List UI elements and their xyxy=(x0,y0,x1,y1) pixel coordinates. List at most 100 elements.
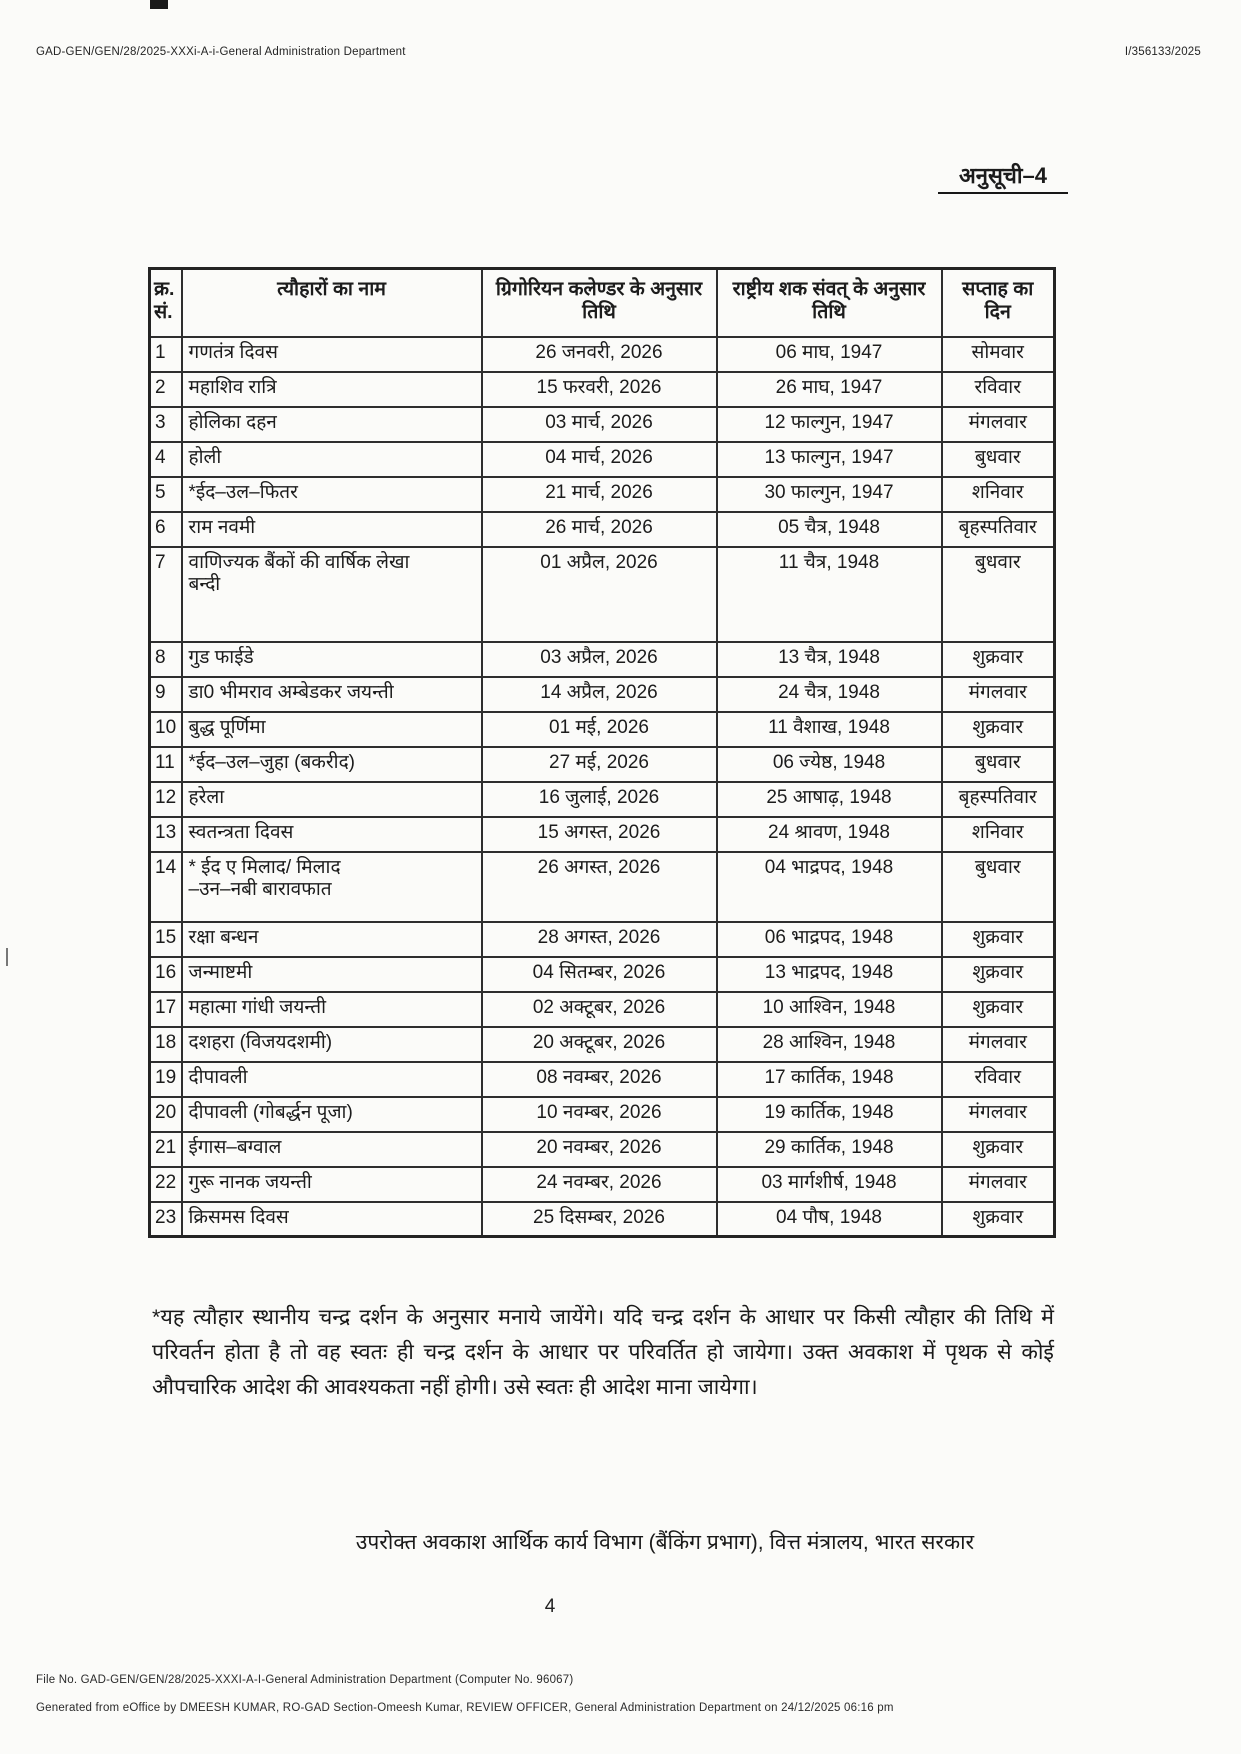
table-row: 12 हरेला 16 जुलाई, 2026 25 आषाढ़, 1948 ब… xyxy=(148,780,1056,818)
table-row: 19 दीपावली 08 नवम्बर, 2026 17 कार्तिक, 1… xyxy=(148,1060,1056,1098)
festival-name-cell: गुड फाईडे xyxy=(180,640,483,678)
table-row: 4 होली 04 मार्च, 2026 13 फाल्गुन, 1947 ब… xyxy=(148,440,1056,478)
gregorian-date-cell: 21 मार्च, 2026 xyxy=(480,475,718,513)
gregorian-date-cell: 14 अप्रैल, 2026 xyxy=(480,675,718,713)
shaka-date-cell: 04 पौष, 1948 xyxy=(715,1200,943,1238)
festival-name-cell: दीपावली xyxy=(180,1060,483,1098)
shaka-date-cell: 13 चैत्र, 1948 xyxy=(715,640,943,678)
serial-cell: 18 xyxy=(148,1025,183,1063)
serial-cell: 20 xyxy=(148,1095,183,1133)
festival-name-cell: महात्मा गांधी जयन्ती xyxy=(180,990,483,1028)
footer-file-number: File No. GAD-GEN/GEN/28/2025-XXXI-A-I-Ge… xyxy=(36,1674,574,1686)
table-row: 23 क्रिसमस दिवस 25 दिसम्बर, 2026 04 पौष,… xyxy=(148,1200,1056,1238)
gregorian-date-cell: 20 नवम्बर, 2026 xyxy=(480,1130,718,1168)
weekday-cell: सोमवार xyxy=(940,335,1056,373)
serial-cell: 3 xyxy=(148,405,183,443)
serial-cell: 2 xyxy=(148,370,183,408)
scan-mark-left xyxy=(6,948,8,966)
table-row: 20 दीपावली (गोबर्द्धन पूजा) 10 नवम्बर, 2… xyxy=(148,1095,1056,1133)
serial-cell: 21 xyxy=(148,1130,183,1168)
table-row: 7 वाणिज्यक बैंकों की वार्षिक लेखा बन्दी … xyxy=(148,545,1056,643)
serial-cell: 12 xyxy=(148,780,183,818)
shaka-date-cell: 29 कार्तिक, 1948 xyxy=(715,1130,943,1168)
col-header-gregorian-date: ग्रिगोरियन कलेण्डर के अनुसार तिथि xyxy=(480,267,718,338)
gregorian-date-cell: 16 जुलाई, 2026 xyxy=(480,780,718,818)
weekday-cell: शुक्रवार xyxy=(940,920,1056,958)
table-row: 5 *ईद–उल–फितर 21 मार्च, 2026 30 फाल्गुन,… xyxy=(148,475,1056,513)
shaka-date-cell: 04 भाद्रपद, 1948 xyxy=(715,850,943,923)
festival-name-cell: हरेला xyxy=(180,780,483,818)
serial-cell: 19 xyxy=(148,1060,183,1098)
gregorian-date-cell: 15 फरवरी, 2026 xyxy=(480,370,718,408)
table-row: 13 स्वतन्त्रता दिवस 15 अगस्त, 2026 24 श्… xyxy=(148,815,1056,853)
shaka-date-cell: 19 कार्तिक, 1948 xyxy=(715,1095,943,1133)
serial-cell: 8 xyxy=(148,640,183,678)
schedule-title: अनुसूची–4 xyxy=(938,160,1068,194)
festival-name-cell: *ईद–उल–फितर xyxy=(180,475,483,513)
gregorian-date-cell: 02 अक्टूबर, 2026 xyxy=(480,990,718,1028)
shaka-date-cell: 24 श्रावण, 1948 xyxy=(715,815,943,853)
table-row: 2 महाशिव रात्रि 15 फरवरी, 2026 26 माघ, 1… xyxy=(148,370,1056,408)
festival-name-cell: स्वतन्त्रता दिवस xyxy=(180,815,483,853)
serial-cell: 16 xyxy=(148,955,183,993)
festival-name-cell: रक्षा बन्धन xyxy=(180,920,483,958)
shaka-date-cell: 03 मार्गशीर्ष, 1948 xyxy=(715,1165,943,1203)
serial-cell: 9 xyxy=(148,675,183,713)
file-reference-header: GAD-GEN/GEN/28/2025-XXXi-A-i-General Adm… xyxy=(36,46,406,58)
col-header-serial: क्र. सं. xyxy=(148,267,183,338)
shaka-date-cell: 05 चैत्र, 1948 xyxy=(715,510,943,548)
gregorian-date-cell: 03 अप्रैल, 2026 xyxy=(480,640,718,678)
weekday-cell: मंगलवार xyxy=(940,1095,1056,1133)
gregorian-date-cell: 24 नवम्बर, 2026 xyxy=(480,1165,718,1203)
weekday-cell: मंगलवार xyxy=(940,675,1056,713)
weekday-cell: शुक्रवार xyxy=(940,640,1056,678)
weekday-cell: रविवार xyxy=(940,1060,1056,1098)
table-row: 21 ईगास–बग्वाल 20 नवम्बर, 2026 29 कार्ति… xyxy=(148,1130,1056,1168)
festival-name-cell: होली xyxy=(180,440,483,478)
festival-name-cell: वाणिज्यक बैंकों की वार्षिक लेखा बन्दी xyxy=(180,545,483,643)
festival-name-cell: गुरू नानक जयन्ती xyxy=(180,1165,483,1203)
festival-name-cell: होलिका दहन xyxy=(180,405,483,443)
festival-name-cell: गणतंत्र दिवस xyxy=(180,335,483,373)
table-row: 14 * ईद ए मिलाद/ मिलाद –उन–नबी बारावफात … xyxy=(148,850,1056,923)
festival-name-cell: *ईद–उल–जुहा (बकरीद) xyxy=(180,745,483,783)
shaka-date-cell: 12 फाल्गुन, 1947 xyxy=(715,405,943,443)
festival-name-cell: बुद्ध पूर्णिमा xyxy=(180,710,483,748)
shaka-date-cell: 10 आश्विन, 1948 xyxy=(715,990,943,1028)
weekday-cell: मंगलवार xyxy=(940,405,1056,443)
weekday-cell: बृहस्पतिवार xyxy=(940,780,1056,818)
shaka-date-cell: 11 चैत्र, 1948 xyxy=(715,545,943,643)
weekday-cell: शनिवार xyxy=(940,815,1056,853)
shaka-date-cell: 24 चैत्र, 1948 xyxy=(715,675,943,713)
serial-cell: 11 xyxy=(148,745,183,783)
col-header-weekday: सप्ताह का दिन xyxy=(940,267,1056,338)
holiday-table-header: क्र. सं. त्यौहारों का नाम ग्रिगोरियन कले… xyxy=(148,267,1056,338)
source-attribution-line: उपरोक्त अवकाश आर्थिक कार्य विभाग (बैंकिं… xyxy=(355,1531,975,1554)
lunar-observation-footnote: *यह त्यौहार स्थानीय चन्द्र दर्शन के अनुस… xyxy=(152,1305,1054,1399)
shaka-date-cell: 06 ज्येष्ठ, 1948 xyxy=(715,745,943,783)
weekday-cell: शुक्रवार xyxy=(940,955,1056,993)
serial-cell: 4 xyxy=(148,440,183,478)
festival-name-cell: डा0 भीमराव अम्बेडकर जयन्ती xyxy=(180,675,483,713)
weekday-cell: शनिवार xyxy=(940,475,1056,513)
col-header-festival-name: त्यौहारों का नाम xyxy=(180,267,483,338)
table-row: 15 रक्षा बन्धन 28 अगस्त, 2026 06 भाद्रपद… xyxy=(148,920,1056,958)
weekday-cell: बुधवार xyxy=(940,850,1056,923)
serial-cell: 10 xyxy=(148,710,183,748)
table-row: 6 राम नवमी 26 मार्च, 2026 05 चैत्र, 1948… xyxy=(148,510,1056,548)
table-row: 16 जन्माष्टमी 04 सितम्बर, 2026 13 भाद्रप… xyxy=(148,955,1056,993)
gregorian-date-cell: 25 दिसम्बर, 2026 xyxy=(480,1200,718,1238)
serial-cell: 6 xyxy=(148,510,183,548)
festival-table-body: 1 गणतंत्र दिवस 26 जनवरी, 2026 06 माघ, 19… xyxy=(148,335,1056,1238)
shaka-date-cell: 17 कार्तिक, 1948 xyxy=(715,1060,943,1098)
serial-cell: 13 xyxy=(148,815,183,853)
serial-cell: 14 xyxy=(148,850,183,923)
shaka-date-cell: 13 फाल्गुन, 1947 xyxy=(715,440,943,478)
weekday-cell: शुक्रवार xyxy=(940,1200,1056,1238)
footer-generated-line: Generated from eOffice by DMEESH KUMAR, … xyxy=(36,1702,894,1714)
table-row: 8 गुड फाईडे 03 अप्रैल, 2026 13 चैत्र, 19… xyxy=(148,640,1056,678)
shaka-date-cell: 11 वैशाख, 1948 xyxy=(715,710,943,748)
shaka-date-cell: 06 भाद्रपद, 1948 xyxy=(715,920,943,958)
weekday-cell: शुक्रवार xyxy=(940,1130,1056,1168)
gregorian-date-cell: 26 जनवरी, 2026 xyxy=(480,335,718,373)
